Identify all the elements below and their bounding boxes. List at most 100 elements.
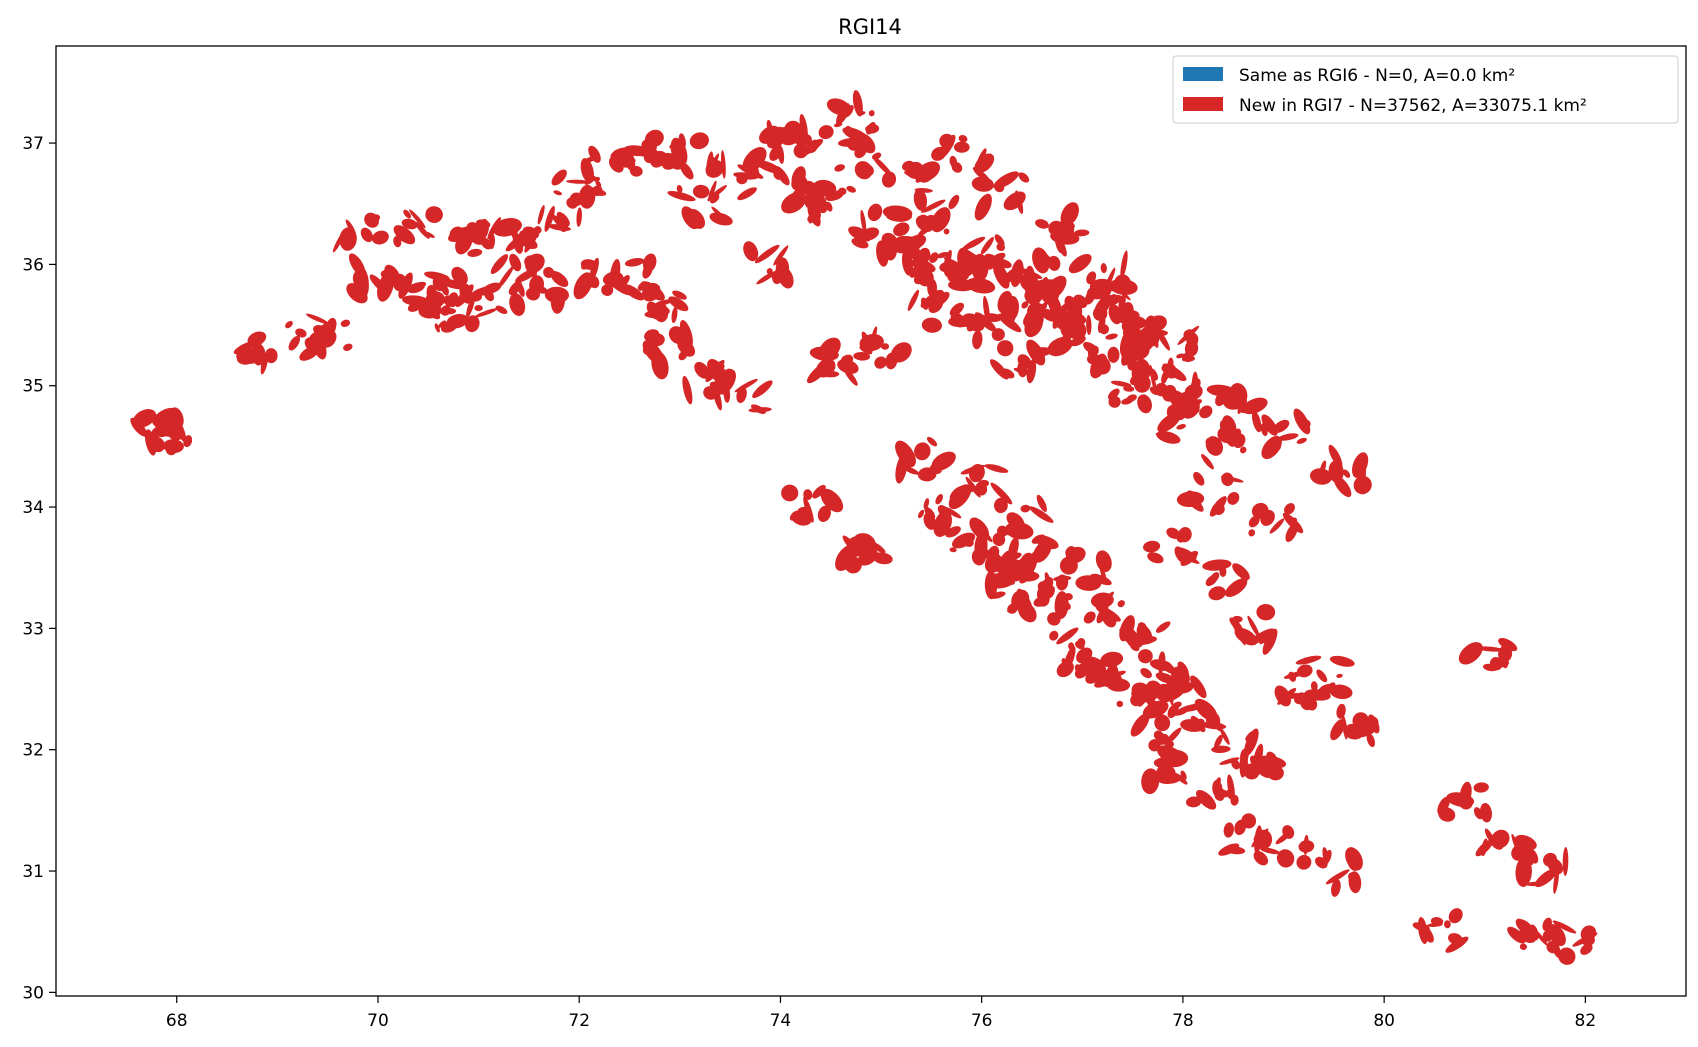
glacier-polygon	[1229, 617, 1243, 632]
glacier-polygon	[1076, 638, 1086, 648]
glacier-polygon	[1096, 607, 1108, 624]
glacier-polygon	[1107, 346, 1120, 363]
glacier-polygon	[1031, 534, 1046, 544]
glacier-polygon	[1149, 659, 1173, 671]
glacier-polygon	[477, 218, 489, 240]
glacier-polygon	[1076, 647, 1093, 664]
glacier-polygon	[705, 359, 725, 383]
glacier-polygon	[1086, 315, 1092, 335]
glacier-polygon	[678, 350, 688, 361]
glacier-polygon	[833, 122, 843, 128]
glacier-polygon	[1036, 494, 1047, 512]
glacier-polygon	[1094, 670, 1121, 688]
y-axis: 30 31 32 33 34 35 36 37	[22, 134, 56, 1003]
x-tick-label: 70	[367, 1011, 389, 1031]
glacier-polygon	[977, 479, 990, 488]
glacier-cluster	[1155, 325, 1200, 371]
glacier-cluster	[1068, 250, 1138, 301]
glacier-polygon	[1026, 359, 1037, 384]
glacier-cluster	[480, 218, 540, 254]
glacier-polygon	[1348, 871, 1362, 894]
glacier-polygon	[709, 212, 733, 226]
glacier-polygon	[1137, 691, 1149, 707]
glacier-polygon	[834, 164, 846, 172]
glacier-cluster	[881, 160, 941, 193]
glacier-polygon	[1552, 920, 1577, 934]
glacier-polygon	[601, 284, 614, 297]
x-tick-label: 74	[770, 1011, 792, 1031]
glacier-polygon	[907, 289, 920, 311]
legend-label-same-as-rgi6: Same as RGI6 - N=0, A=0.0 km²	[1239, 66, 1515, 86]
glacier-polygon	[803, 496, 814, 523]
glacier-polygon	[948, 194, 960, 210]
glacier-polygon	[1368, 714, 1380, 734]
glacier-cluster	[781, 484, 844, 526]
glacier-polygon	[1211, 503, 1225, 516]
glacier-polygon	[366, 214, 374, 223]
glacier-polygon	[974, 193, 992, 221]
glacier-polygon	[858, 548, 878, 566]
glacier-polygon	[671, 306, 678, 324]
glacier-polygon	[1219, 727, 1230, 745]
glacier-cluster	[640, 281, 689, 324]
glacier-polygon	[868, 110, 875, 117]
glacier-polygon	[1473, 782, 1489, 793]
x-tick-label: 72	[568, 1011, 590, 1031]
glacier-cluster	[1330, 703, 1380, 748]
glacier-polygon	[1086, 271, 1097, 285]
glacier-cluster	[1260, 408, 1311, 460]
glacier-polygon	[1108, 395, 1121, 408]
glacier-polygon	[360, 227, 374, 243]
glacier-polygon	[1325, 869, 1350, 885]
glacier-polygon	[377, 272, 394, 302]
glacier-polygon	[1086, 353, 1097, 364]
glacier-polygon	[1157, 412, 1181, 433]
glacier-polygon	[1196, 789, 1217, 810]
glacier-polygon	[285, 320, 293, 329]
glacier-polygon	[931, 146, 947, 161]
glacier-cluster	[393, 206, 443, 248]
x-axis: 68 70 72 74 76 78 80 82	[166, 996, 1596, 1031]
glacier-polygon	[1061, 658, 1067, 665]
glacier-polygon	[895, 454, 908, 484]
glacier-polygon	[1108, 294, 1117, 303]
glacier-polygon	[748, 407, 772, 413]
glacier-cluster	[650, 132, 710, 180]
glacier-polygon	[860, 209, 867, 234]
glacier-cluster	[1241, 743, 1287, 781]
glacier-cluster	[1458, 638, 1518, 672]
glacier-polygon	[945, 526, 961, 538]
glacier-polygon	[1220, 475, 1244, 483]
glacier-cluster	[709, 369, 773, 415]
glacier-polygon	[1261, 414, 1278, 436]
glacier-polygon	[817, 505, 831, 522]
x-tick-label: 80	[1373, 1011, 1395, 1031]
glacier-polygon	[852, 90, 863, 117]
glacier-polygon	[1184, 340, 1199, 357]
glacier-cluster	[1515, 847, 1569, 894]
glacier-polygon	[1543, 852, 1557, 867]
glacier-polygon	[409, 209, 426, 229]
glacier-polygon	[882, 205, 913, 220]
glacier-cluster	[233, 331, 278, 375]
glacier-polygon	[667, 190, 696, 202]
glacier-polygon	[714, 369, 733, 395]
glacier-polygon	[984, 464, 1009, 473]
glacier-polygon	[872, 155, 893, 177]
glacier-polygon	[1180, 719, 1205, 732]
glacier-polygon	[579, 273, 595, 290]
x-tick-label: 78	[1172, 1011, 1194, 1031]
glacier-polygon	[773, 245, 789, 266]
glacier-polygon	[1156, 431, 1181, 444]
glacier-polygon	[743, 241, 759, 262]
glacier-polygon	[857, 111, 866, 116]
glacier-polygon	[949, 302, 964, 317]
glacier-polygon	[991, 252, 1006, 263]
glacier-polygon	[904, 462, 912, 471]
x-tick-label: 76	[971, 1011, 993, 1031]
glacier-polygon	[651, 351, 669, 380]
glacier-polygon	[692, 184, 710, 199]
glacier-polygon	[550, 270, 569, 288]
glacier-cluster	[948, 464, 1013, 510]
glacier-polygon	[1050, 229, 1080, 245]
